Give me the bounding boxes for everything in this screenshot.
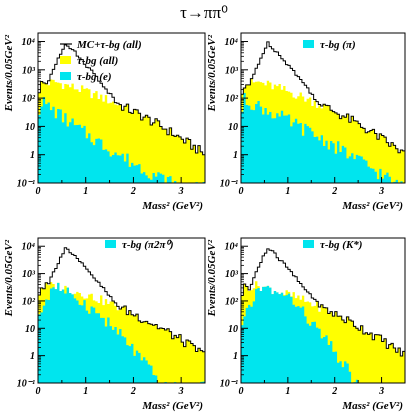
y-tick-label: 10² <box>22 296 36 307</box>
x-tick-label: 1 <box>285 186 290 197</box>
legend-label: MC+τ-bg (all) <box>76 39 142 51</box>
y-tick-label: 10² <box>22 94 36 105</box>
x-tick-label: 2 <box>130 186 136 197</box>
histogram-tau-bg-subset <box>38 97 205 183</box>
x-tick-label: 2 <box>331 186 337 197</box>
y-tick-label: 10⁴ <box>22 37 36 48</box>
legend-label: τ-bg (K*) <box>320 239 362 251</box>
y-tick-label: 10³ <box>22 65 36 76</box>
y-tick-label: 1 <box>233 150 238 161</box>
legend-swatch-subset <box>105 240 116 248</box>
legend-swatch-tau-bg-all <box>60 56 71 64</box>
y-tick-label: 10³ <box>225 65 239 76</box>
y-axis-label: Events/0.05GeV² <box>206 239 218 317</box>
y-axis-label: Events/0.05GeV² <box>206 34 218 112</box>
x-axis-label: Mass² (GeV²) <box>341 200 403 212</box>
chart-panel-bottom-left: 0 1 2 3 10⁻¹ 1 10 10² 10³ 10⁴ Mass² (GeV²) Events/0… <box>3 237 206 412</box>
y-axis-label: Events/0.05GeV² <box>3 34 15 112</box>
y-tick-label: 10² <box>225 296 239 307</box>
chart-panel-top-right: 0 1 2 3 10⁻¹ 1 10 10² 10³ 10⁴ Mass² (GeV²) Events/0… <box>206 32 406 212</box>
y-tick-label: 1 <box>30 150 35 161</box>
legend-label: τ-bg (all) <box>77 55 118 67</box>
y-tick-label: 10⁴ <box>225 242 239 253</box>
y-tick-label: 10³ <box>22 269 36 280</box>
y-tick-label: 10⁴ <box>22 242 36 253</box>
x-axis-label: Mass² (GeV²) <box>141 200 203 212</box>
y-tick-label: 10⁻¹ <box>220 379 238 390</box>
legend-swatch-subset <box>303 40 314 48</box>
y-tick-label: 10 <box>228 122 238 133</box>
legend-swatch-subset <box>60 72 71 80</box>
y-axis-label: Events/0.05GeV² <box>3 239 15 317</box>
x-tick-label: 3 <box>378 186 384 197</box>
y-tick-label: 10⁻¹ <box>220 179 238 190</box>
x-tick-label: 0 <box>239 186 244 197</box>
y-tick-label: 10³ <box>225 269 239 280</box>
y-tick-label: 10 <box>228 324 238 335</box>
x-tick-label: 3 <box>178 186 184 197</box>
x-tick-label: 0 <box>239 386 244 397</box>
x-tick-label: 1 <box>83 186 88 197</box>
histogram-tau-bg-subset <box>38 282 205 383</box>
legend-label: τ-bg (π) <box>320 39 356 51</box>
chart-panel-bottom-right: 0 1 2 3 10⁻¹ 1 10 10² 10³ 10⁴ Mass² (GeV²) Events/0… <box>206 237 406 412</box>
y-tick-label: 1 <box>233 351 238 362</box>
x-tick-label: 3 <box>178 386 184 397</box>
y-tick-label: 10 <box>25 122 35 133</box>
histogram-total <box>241 248 405 357</box>
x-tick-label: 1 <box>285 386 290 397</box>
plot-frame <box>37 32 206 184</box>
x-tick-label: 3 <box>378 386 384 397</box>
figure-title: τ→ππ⁰ <box>180 3 228 22</box>
plot-frame <box>240 237 406 384</box>
legend-label: τ-bg (e) <box>77 71 112 83</box>
chart-panel-top-left: 0 1 2 3 10⁻¹ 1 10 10² 10³ 10⁴ Mass² (GeV²) Events/0… <box>3 32 206 212</box>
y-tick-label: 10⁻¹ <box>17 179 35 190</box>
x-tick-label: 2 <box>130 386 136 397</box>
x-axis-label: Mass² (GeV²) <box>341 400 403 412</box>
y-tick-label: 1 <box>30 351 35 362</box>
x-tick-label: 0 <box>36 186 41 197</box>
y-tick-label: 10⁴ <box>225 37 239 48</box>
histogram-total <box>38 44 205 156</box>
y-tick-label: 10² <box>225 94 239 105</box>
histogram-tau-bg-subset <box>241 285 405 383</box>
x-axis-label: Mass² (GeV²) <box>141 400 203 412</box>
plot-frame <box>37 237 206 384</box>
y-tick-label: 10⁻¹ <box>17 379 35 390</box>
legend-label: τ-bg (π2π⁰) <box>122 239 174 251</box>
x-tick-label: 1 <box>83 386 88 397</box>
plot-frame <box>240 32 406 184</box>
x-tick-label: 0 <box>36 386 41 397</box>
histogram-total <box>241 41 405 154</box>
histogram-tau-bg-subset <box>241 93 405 183</box>
y-tick-label: 10 <box>25 324 35 335</box>
legend-swatch-subset <box>303 240 314 248</box>
x-tick-label: 2 <box>331 386 337 397</box>
histogram-total <box>38 247 205 353</box>
